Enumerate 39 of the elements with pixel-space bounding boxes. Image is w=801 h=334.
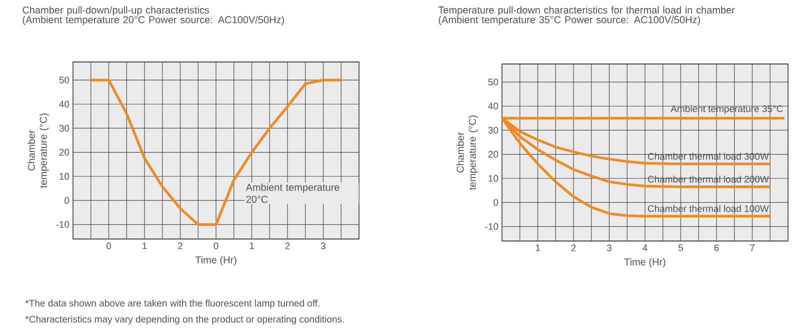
x-tick-label: 5 (678, 244, 683, 252)
x-tick-label: 4 (642, 244, 648, 252)
x-axis-title: Time (Hr) (624, 258, 666, 268)
annotation: Ambient temperature 20°C (246, 184, 340, 203)
y-tick-label: -10 (56, 221, 70, 228)
y-tick-label: 40 (488, 102, 498, 110)
x-tick-label: 6 (714, 244, 719, 252)
y-tick-label: 30 (59, 124, 70, 132)
y-axis-title: Chamber temperature (°C) (28, 114, 49, 188)
x-tick-label: 0 (214, 242, 218, 250)
x-tick-label: 3 (606, 244, 612, 252)
x-tick-label: 1 (250, 242, 254, 250)
chart-title: Chamber pull-down/pull-up characteristics (22, 6, 210, 16)
x-tick-label: 0 (106, 242, 112, 250)
y-tick-label: 10 (488, 175, 498, 182)
x-tick-label: 2 (178, 242, 182, 250)
x-tick-label: 7 (750, 244, 754, 252)
chart-subtitle: (Ambient temperature 20°C Power source: AC100V/50Hz) (22, 16, 284, 26)
y-tick-label: 10 (60, 173, 70, 180)
text: *The data shown above are taken with the fluorescent lamp turned off. (25, 300, 320, 308)
y-tick-label: 0 (494, 199, 498, 206)
y-tick-label: 50 (59, 76, 70, 84)
x-tick-label: 2 (285, 242, 290, 250)
x-tick-label: 1 (536, 244, 540, 252)
y-tick-label: 20 (59, 148, 70, 156)
x-tick-label: 1 (142, 242, 147, 250)
x-axis-title: Time (Hr) (195, 256, 236, 266)
y-axis-title: Chamber temperature (°C) (456, 116, 478, 190)
y-tick-label: -10 (485, 223, 498, 230)
y-tick-label: 20 (488, 150, 498, 158)
y-tick-label: 50 (488, 78, 498, 86)
x-tick-label: 3 (320, 242, 326, 250)
text: *Characteristics may vary depending on the product or operating conditions. (25, 316, 344, 324)
x-tick-label: 2 (571, 244, 576, 252)
y-tick-label: 40 (59, 100, 70, 108)
y-tick-label: 30 (488, 126, 498, 134)
chart-title: Temperature pull-down characteristics for thermal load in chamber (438, 6, 735, 16)
chart-subtitle: (Ambient temperature 35°C Power source: AC100V/50Hz) (438, 16, 700, 26)
y-tick-label: 0 (64, 197, 70, 204)
